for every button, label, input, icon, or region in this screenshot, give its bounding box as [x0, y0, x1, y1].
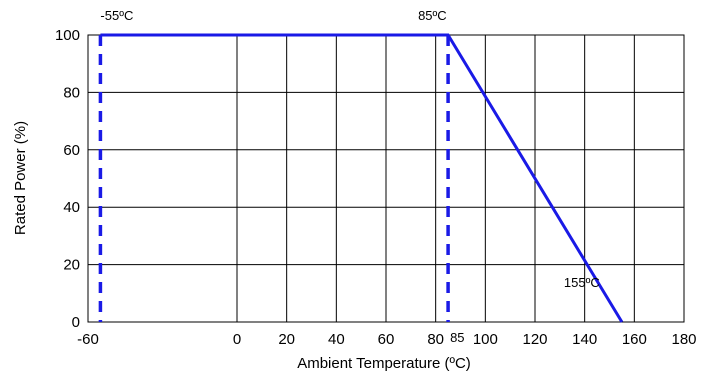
x-tick-label: 20	[278, 331, 295, 348]
x-tick-label: 120	[522, 331, 547, 348]
annotation-label: 85ºC	[418, 8, 447, 23]
annotation-label: -55ºC	[100, 8, 133, 23]
y-tick-label: 60	[63, 142, 80, 159]
y-axis-title: Rated Power (%)	[12, 121, 29, 235]
x-tick-label: 0	[233, 331, 241, 348]
x-axis-title: Ambient Temperature (ºC)	[297, 355, 471, 372]
y-tick-labels: 0 20 40 60 80 100	[55, 27, 80, 331]
y-tick-label: 0	[72, 314, 80, 331]
x-tick-label: 180	[671, 331, 696, 348]
y-tick-label: 20	[63, 257, 80, 274]
x-tick-label: 100	[473, 331, 498, 348]
y-tick-label: 100	[55, 27, 80, 44]
x-tick-label: 40	[328, 331, 345, 348]
annotation-label: 155ºC	[564, 275, 600, 290]
x-tick-label: 140	[572, 331, 597, 348]
annotations: -55ºC 85ºC 155ºC 85	[100, 8, 599, 345]
derating-curve	[100, 33, 624, 323]
x-tick-labels: -60 0 20 40 60 80 100 120 140 160 180	[77, 331, 696, 348]
x-tick-label: 60	[378, 331, 395, 348]
x-tick-label: -60	[77, 331, 99, 348]
x-tick-label: 160	[622, 331, 647, 348]
reference-lines	[98, 35, 450, 322]
grid-lines	[88, 35, 684, 322]
x-tick-label: 80	[427, 331, 444, 348]
series-layer	[100, 33, 624, 323]
y-tick-label: 40	[63, 199, 80, 216]
annotation-label: 85	[450, 330, 464, 345]
y-tick-label: 80	[63, 84, 80, 101]
